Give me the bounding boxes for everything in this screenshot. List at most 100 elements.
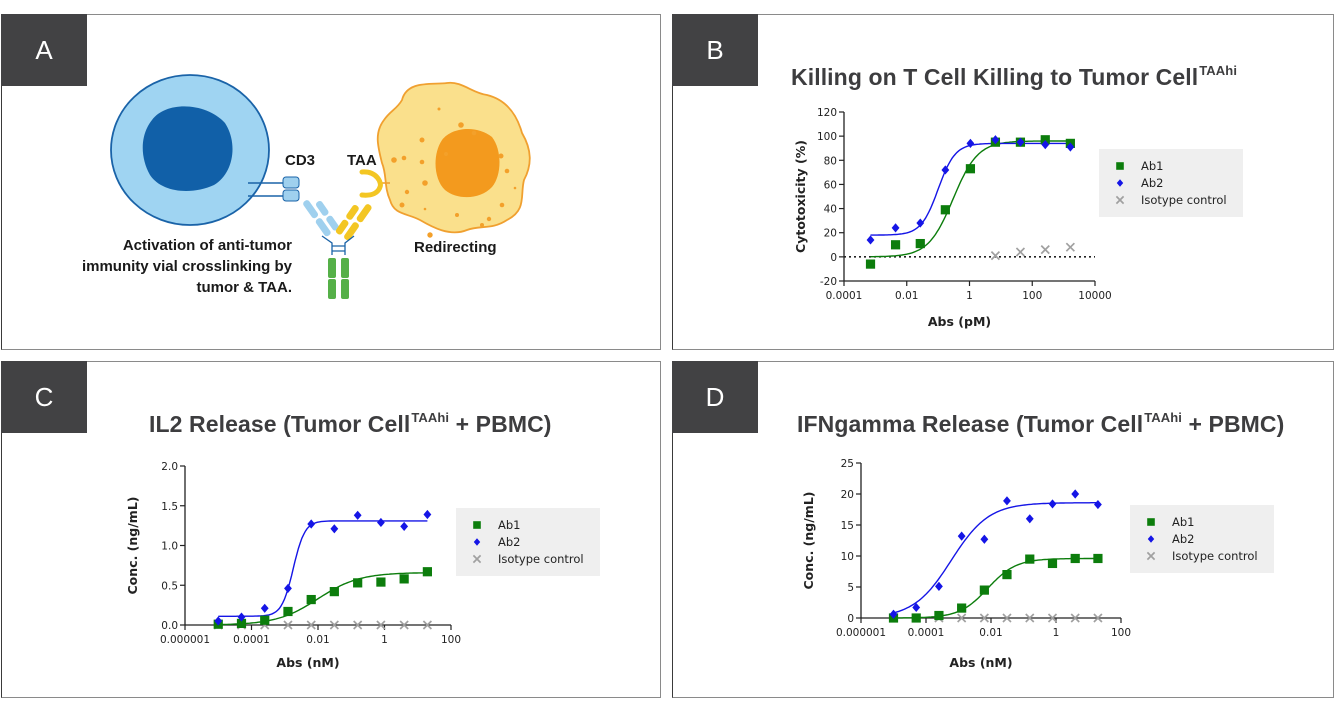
legend-item-ab1: Ab1	[1147, 515, 1194, 529]
panel-label-a: A	[1, 14, 87, 86]
legend-item-isotype-control: Isotype control	[472, 552, 584, 566]
legend-label: Ab2	[1141, 176, 1163, 190]
ab2-diamond-marker	[330, 524, 339, 534]
y-axis-title: Conc. (ng/mL)	[125, 497, 140, 595]
tumor-nucleus-icon	[435, 129, 500, 198]
x-axis-title: Abs (pM)	[928, 314, 991, 329]
legend-item-isotype-control: Isotype control	[1115, 193, 1227, 207]
ab2-series	[866, 135, 1075, 245]
mechanism-caption-line-3: tumor & TAA.	[196, 279, 292, 296]
tumor-cell-icon	[376, 81, 531, 238]
isotype-x-marker	[376, 620, 386, 630]
ab2-diamond-marker	[1071, 489, 1080, 499]
x-tick-label: 0.01	[895, 290, 918, 302]
y-tick-label: 20	[841, 489, 854, 501]
chart-title-superscript: TAAhi	[1144, 410, 1183, 425]
chart-title-suffix: + PBMC)	[1182, 411, 1285, 437]
ab2-fit-curve	[218, 520, 428, 617]
ab2-diamond-marker	[957, 531, 966, 541]
ab2-diamond-marker	[889, 609, 898, 619]
ab2-diamond-marker	[1003, 496, 1011, 506]
y-tick-label: 0	[830, 252, 837, 264]
isotype-x-marker	[422, 620, 432, 630]
x-tick-label: 1	[966, 290, 973, 302]
chart-legend: Ab1 Ab2 Isotype control	[456, 508, 600, 576]
chart-title-text: IL2 Release (Tumor Cell	[149, 411, 411, 437]
ab2-diamond-marker	[284, 583, 292, 594]
y-tick-label: -20	[820, 276, 837, 288]
y-axis-title: Conc. (ng/mL)	[801, 492, 816, 590]
panel-b-killing-chart: B Killing on T Cell Killing to Tumor Cel…	[672, 14, 1334, 350]
ab1-square-marker	[965, 164, 976, 174]
ab1-square-marker	[890, 240, 901, 250]
chart-title-text: Killing on T Cell Killing to Tumor Cell	[791, 64, 1199, 90]
ab1-square-marker	[399, 574, 409, 584]
ab2-diamond-marker	[912, 602, 921, 613]
x-tick-label: 0.0001	[908, 627, 945, 639]
chart-title-d: IFNgamma Release (Tumor CellTAAhi + PBMC…	[797, 410, 1284, 438]
ab1-square-marker	[915, 238, 925, 249]
chart-title-b: Killing on T Cell Killing to Tumor CellT…	[791, 63, 1237, 91]
isotype-x-marker	[990, 251, 1001, 261]
ab2-fit-curve	[893, 502, 1098, 614]
x-tick-label: 100	[1111, 627, 1131, 639]
cd3-label: CD3	[285, 152, 315, 169]
ab2-diamond-marker	[980, 534, 989, 544]
ab1-fit-curve	[218, 572, 428, 626]
panel-label-b: B	[672, 14, 758, 86]
legend-label: Isotype control	[1141, 193, 1227, 207]
panel-label-c: C	[1, 361, 87, 433]
ab1-square-marker	[422, 567, 432, 577]
x-tick-label: 1	[381, 634, 388, 646]
isotype-x-marker	[1025, 613, 1035, 623]
x-tick-label: 0.0001	[233, 634, 270, 646]
ab2-diamond-marker	[1066, 142, 1075, 152]
x-tick-label: 0.000001	[160, 634, 210, 646]
ab1-square-marker	[473, 521, 481, 529]
ab2-fit-curve	[870, 142, 1071, 236]
y-tick-label: 60	[824, 179, 837, 191]
x-axis-title: Abs (nM)	[276, 655, 339, 670]
ab1-series	[213, 567, 432, 629]
chart-c-plot: 0.0 0.5 1.0 1.5 2.0 0.000001 0.0001 0.01 1 100 Abs…	[125, 461, 600, 670]
isotype-x-marker	[1093, 613, 1103, 623]
ab2-diamond-marker	[1116, 179, 1124, 187]
ab1-square-marker	[236, 618, 247, 629]
ab1-square-marker	[865, 259, 876, 269]
isotype-x-marker	[306, 620, 316, 630]
ab1-square-marker	[934, 610, 944, 621]
chart-b-plot: -20 0 20 40 60 80 100 120 0.0001 0.01 1 100 10000 Abs…	[793, 107, 1243, 329]
y-tick-label: 0.5	[161, 580, 178, 592]
isotype-x-marker	[399, 620, 409, 630]
ab2-diamond-marker	[866, 235, 875, 245]
x-tick-label: 100	[1022, 290, 1042, 302]
ab1-square-marker	[1093, 553, 1103, 564]
ab1-series	[888, 553, 1103, 623]
x-tick-label: 100	[441, 634, 461, 646]
ab2-diamond-marker	[237, 612, 246, 622]
x-tick-label: 10000	[1078, 290, 1111, 302]
y-tick-label: 120	[817, 107, 837, 119]
ab2-diamond-marker	[214, 616, 223, 626]
t-cell-icon	[110, 74, 270, 226]
y-tick-label: 25	[841, 458, 854, 470]
isotype-x-marker	[472, 554, 482, 564]
ab2-diamond-marker	[966, 138, 975, 148]
y-tick-label: 10	[841, 551, 854, 563]
y-tick-label: 5	[847, 582, 854, 594]
chart-title-suffix: + PBMC)	[449, 411, 552, 437]
mechanism-caption-line-1: Activation of anti-tumor	[123, 237, 292, 254]
legend-item-isotype-control: Isotype control	[1146, 549, 1258, 563]
panel-c-il2-chart: C IL2 Release (Tumor CellTAAhi + PBMC) 0…	[1, 361, 661, 698]
ab2-diamond-marker	[400, 521, 409, 532]
isotype-x-marker	[979, 613, 989, 623]
ab2-diamond-marker	[991, 135, 1000, 145]
isotype-x-marker	[1002, 613, 1012, 623]
ab1-square-marker	[979, 585, 989, 595]
isotype-x-marker	[329, 620, 339, 630]
ab1-square-marker	[957, 603, 967, 613]
isotype-control-series	[990, 242, 1075, 261]
isotype-x-marker	[957, 613, 967, 623]
bispecific-antibody-icon	[303, 200, 372, 299]
ab2-diamond-marker	[1094, 499, 1102, 510]
